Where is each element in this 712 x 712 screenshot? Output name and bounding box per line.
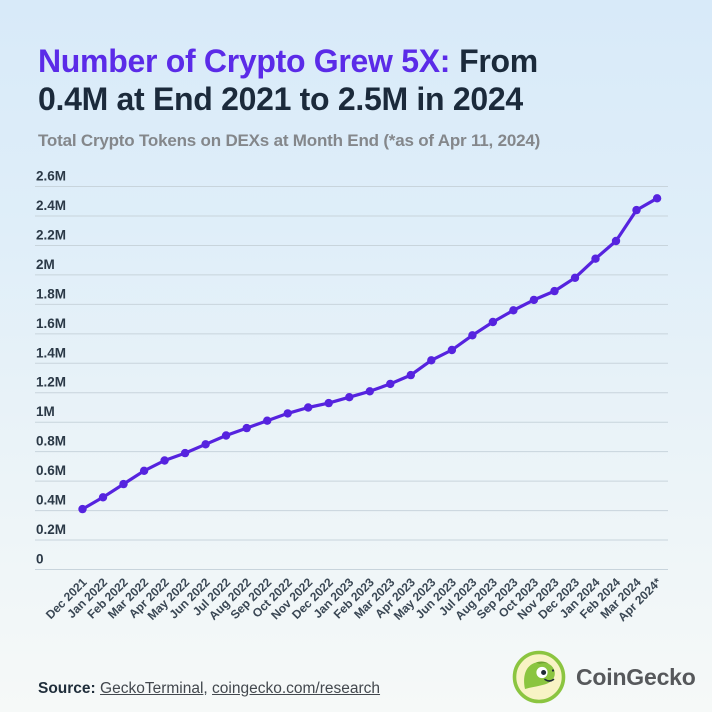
data-point: [221, 431, 231, 440]
data-point: [570, 273, 580, 282]
y-axis-tick-label: 2M: [36, 257, 55, 272]
y-axis-tick-label: 0.4M: [36, 493, 66, 508]
data-point: [386, 379, 395, 389]
coingecko-gecko-icon: [512, 650, 566, 704]
title-rest: From: [459, 43, 538, 79]
source-line: Source: GeckoTerminal, coingecko.com/res…: [38, 680, 380, 698]
data-point: [632, 205, 641, 215]
data-point: [324, 398, 333, 408]
data-point: [591, 254, 600, 263]
data-point: [509, 306, 518, 315]
data-point: [139, 466, 149, 475]
coingecko-logo: CoinGecko: [512, 649, 696, 705]
data-point: [611, 236, 621, 246]
data-point: [180, 448, 190, 458]
line-chart: 0 0.2M 0.4M 0.6M 0.8M 1M 1.2M 1.4M 1.6M 1.8M 2M 2.2…: [0, 160, 712, 652]
source-link-geckoterminal[interactable]: GeckoTerminal: [100, 680, 204, 697]
y-axis-tick-label: 2.6M: [36, 169, 66, 184]
y-axis-tick-label: 0.6M: [36, 463, 66, 478]
data-line: [80, 196, 659, 511]
data-point: [242, 423, 251, 433]
brand-name: CoinGecko: [576, 663, 696, 690]
y-axis-tick-label: 1.2M: [36, 375, 66, 390]
data-point: [304, 403, 313, 412]
data-point: [652, 194, 662, 203]
data-point: [78, 504, 87, 514]
data-point: [263, 416, 272, 425]
data-point: [345, 393, 354, 402]
source-link-research[interactable]: coingecko.com/research: [212, 680, 381, 697]
chart-subtitle: Total Crypto Tokens on DEXs at Month End…: [38, 131, 541, 150]
y-axis-tick-label: 0.2M: [36, 522, 66, 537]
y-axis-tick-label: 2.4M: [36, 198, 66, 213]
source-label: Source:: [38, 680, 96, 697]
data-point: [488, 317, 498, 327]
data-point: [468, 331, 477, 340]
data-point: [160, 456, 169, 465]
data-point: [447, 345, 457, 355]
data-point: [365, 387, 374, 396]
data-point: [98, 493, 108, 502]
chart-svg: 0 0.2M 0.4M 0.6M 0.8M 1M 1.2M 1.4M 1.6M 1.8M 2M 2.2…: [35, 169, 668, 624]
y-axis-tick-label: 1M: [36, 404, 55, 419]
data-point: [550, 286, 559, 296]
y-axis-tick-label: 0: [36, 552, 44, 567]
data-point: [406, 370, 415, 380]
y-axis-tick-label: 2.2M: [36, 227, 66, 242]
y-axis-tick-label: 1.6M: [36, 316, 66, 331]
y-axis-tick-label: 1.4M: [36, 345, 66, 360]
title-line2: 0.4M at End 2021 to 2.5M in 2024: [38, 81, 523, 117]
data-point: [529, 295, 539, 305]
data-point: [201, 440, 210, 449]
title-highlight: Number of Crypto Grew 5X:: [38, 43, 451, 79]
data-point: [119, 479, 128, 489]
data-point: [427, 356, 436, 365]
source-separator: ,: [203, 680, 213, 697]
y-axis-tick-label: 0.8M: [36, 434, 66, 449]
page-title: Number of Crypto Grew 5X: From 0.4M at End…: [38, 42, 698, 118]
data-point: [283, 409, 292, 418]
y-axis-tick-label: 1.8M: [36, 286, 66, 301]
